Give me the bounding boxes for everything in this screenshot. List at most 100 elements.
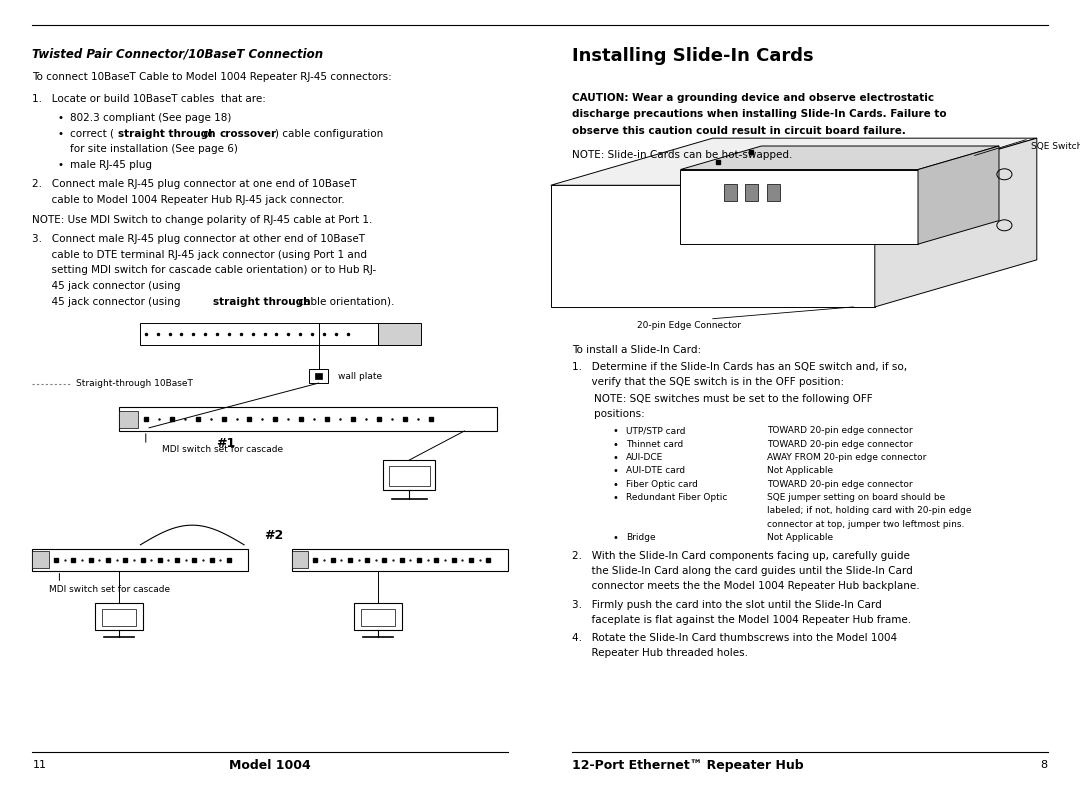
Text: straight through: straight through: [213, 297, 311, 307]
Text: 11: 11: [32, 761, 46, 770]
Text: •: •: [612, 493, 618, 503]
Text: •: •: [612, 466, 618, 476]
Text: positions:: positions:: [594, 409, 645, 419]
Polygon shape: [680, 146, 999, 170]
Text: Installing Slide-In Cards: Installing Slide-In Cards: [572, 47, 814, 65]
Text: faceplate is flat against the Model 1004 Repeater Hub frame.: faceplate is flat against the Model 1004…: [572, 615, 912, 625]
Text: TOWARD 20-pin edge connector: TOWARD 20-pin edge connector: [767, 426, 913, 435]
Text: 802.3 compliant (See page 18): 802.3 compliant (See page 18): [70, 113, 231, 123]
Text: verify that the SQE switch is in the OFF position:: verify that the SQE switch is in the OFF…: [572, 377, 845, 387]
Text: 8: 8: [1040, 761, 1048, 770]
Text: Bridge: Bridge: [626, 533, 656, 542]
Text: •: •: [612, 426, 618, 436]
Text: 20-pin Edge Connector: 20-pin Edge Connector: [637, 321, 741, 330]
Text: AWAY FROM 20-pin edge connector: AWAY FROM 20-pin edge connector: [767, 453, 927, 462]
FancyBboxPatch shape: [383, 460, 435, 490]
FancyBboxPatch shape: [140, 323, 378, 345]
Text: Thinnet card: Thinnet card: [626, 440, 684, 448]
Text: 1.   Locate or build 10BaseT cables  that are:: 1. Locate or build 10BaseT cables that a…: [32, 94, 267, 104]
Polygon shape: [875, 138, 1037, 307]
Text: TOWARD 20-pin edge connector: TOWARD 20-pin edge connector: [767, 480, 913, 488]
FancyBboxPatch shape: [119, 411, 138, 428]
Text: CAUTION: Wear a grounding device and observe electrostatic: CAUTION: Wear a grounding device and obs…: [572, 93, 934, 103]
Text: •: •: [57, 113, 64, 123]
Text: crossover: crossover: [219, 129, 276, 139]
Text: connector at top, jumper two leftmost pins.: connector at top, jumper two leftmost pi…: [767, 520, 964, 528]
Text: MDI switch set for cascade: MDI switch set for cascade: [162, 445, 283, 454]
Text: NOTE: Slide-in Cards can be hot-swapped.: NOTE: Slide-in Cards can be hot-swapped.: [572, 150, 793, 160]
Text: •: •: [612, 453, 618, 463]
Text: setting MDI switch for cascade cable orientation) or to Hub RJ-: setting MDI switch for cascade cable ori…: [32, 265, 377, 276]
Text: the Slide-In Card along the card guides until the Slide-In Card: the Slide-In Card along the card guides …: [572, 566, 914, 576]
Text: Straight-through 10BaseT: Straight-through 10BaseT: [76, 379, 192, 389]
Text: Not Applicable: Not Applicable: [767, 533, 833, 542]
FancyBboxPatch shape: [724, 184, 737, 201]
Text: discharge precautions when installing Slide-In Cards. Failure to: discharge precautions when installing Sl…: [572, 109, 947, 119]
Text: 2.   Connect male RJ-45 plug connector at one end of 10BaseT: 2. Connect male RJ-45 plug connector at …: [32, 179, 356, 189]
FancyBboxPatch shape: [309, 369, 328, 383]
Text: wall plate: wall plate: [338, 371, 382, 381]
Text: cable orientation).: cable orientation).: [295, 297, 394, 307]
Text: •: •: [612, 480, 618, 490]
Text: To install a Slide-In Card:: To install a Slide-In Card:: [572, 345, 702, 355]
Text: UTP/STP card: UTP/STP card: [626, 426, 686, 435]
Text: for site installation (See page 6): for site installation (See page 6): [70, 144, 238, 155]
Text: 4.   Rotate the Slide-In Card thumbscrews into the Model 1004: 4. Rotate the Slide-In Card thumbscrews …: [572, 633, 897, 644]
Text: labeled; if not, holding card with 20-pin edge: labeled; if not, holding card with 20-pi…: [767, 506, 971, 515]
Text: To connect 10BaseT Cable to Model 1004 Repeater RJ-45 connectors:: To connect 10BaseT Cable to Model 1004 R…: [32, 72, 392, 82]
Text: ) cable configuration: ) cable configuration: [275, 129, 383, 139]
Text: SQE Switch: SQE Switch: [1031, 142, 1080, 151]
Text: 3.   Firmly push the card into the slot until the Slide-In Card: 3. Firmly push the card into the slot un…: [572, 600, 882, 610]
Text: 1.   Determine if the Slide-In Cards has an SQE switch and, if so,: 1. Determine if the Slide-In Cards has a…: [572, 362, 907, 372]
FancyBboxPatch shape: [745, 184, 758, 201]
Text: Repeater Hub threaded holes.: Repeater Hub threaded holes.: [572, 648, 748, 659]
FancyBboxPatch shape: [354, 603, 402, 630]
FancyBboxPatch shape: [32, 551, 49, 568]
Text: Fiber Optic card: Fiber Optic card: [626, 480, 699, 488]
FancyBboxPatch shape: [102, 609, 136, 626]
Text: 3.   Connect male RJ-45 plug connector at other end of 10BaseT: 3. Connect male RJ-45 plug connector at …: [32, 234, 365, 244]
Text: or: or: [200, 129, 217, 139]
Text: correct (: correct (: [70, 129, 114, 139]
Text: •: •: [612, 533, 618, 543]
Text: 12-Port Ethernet™ Repeater Hub: 12-Port Ethernet™ Repeater Hub: [572, 759, 804, 772]
FancyBboxPatch shape: [361, 609, 395, 626]
Text: SQE jumper setting on board should be: SQE jumper setting on board should be: [767, 493, 945, 502]
Text: AUI-DTE card: AUI-DTE card: [626, 466, 686, 475]
Polygon shape: [680, 170, 918, 244]
Text: straight through: straight through: [118, 129, 215, 139]
FancyBboxPatch shape: [292, 551, 308, 568]
FancyBboxPatch shape: [95, 603, 143, 630]
Text: NOTE: SQE switches must be set to the following OFF: NOTE: SQE switches must be set to the fo…: [594, 394, 873, 404]
FancyBboxPatch shape: [32, 549, 248, 571]
FancyBboxPatch shape: [292, 549, 508, 571]
Text: cable to DTE terminal RJ-45 jack connector (using Port 1 and: cable to DTE terminal RJ-45 jack connect…: [32, 250, 367, 260]
FancyBboxPatch shape: [389, 466, 430, 486]
Text: Twisted Pair Connector/10BaseT Connection: Twisted Pair Connector/10BaseT Connectio…: [32, 47, 324, 60]
Text: 45 jack connector (using: 45 jack connector (using: [32, 297, 185, 307]
Text: Redundant Fiber Optic: Redundant Fiber Optic: [626, 493, 728, 502]
Text: AUI-DCE: AUI-DCE: [626, 453, 663, 462]
Text: observe this caution could result in circuit board failure.: observe this caution could result in cir…: [572, 126, 906, 136]
Text: connector meets the the Model 1004 Repeater Hub backplane.: connector meets the the Model 1004 Repea…: [572, 581, 920, 591]
Text: Model 1004: Model 1004: [229, 759, 311, 772]
Text: MDI switch set for cascade: MDI switch set for cascade: [49, 585, 170, 593]
Polygon shape: [918, 146, 999, 244]
Text: TOWARD 20-pin edge connector: TOWARD 20-pin edge connector: [767, 440, 913, 448]
Text: #2: #2: [265, 529, 284, 542]
Polygon shape: [551, 185, 875, 307]
Text: Not Applicable: Not Applicable: [767, 466, 833, 475]
Text: male RJ-45 plug: male RJ-45 plug: [70, 160, 152, 170]
FancyBboxPatch shape: [315, 374, 322, 379]
FancyBboxPatch shape: [378, 323, 421, 345]
Text: NOTE: Use MDI Switch to change polarity of RJ-45 cable at Port 1.: NOTE: Use MDI Switch to change polarity …: [32, 215, 373, 225]
Text: #1: #1: [216, 437, 235, 451]
Text: •: •: [57, 160, 64, 170]
Text: cable to Model 1004 Repeater Hub RJ-45 jack connector.: cable to Model 1004 Repeater Hub RJ-45 j…: [32, 195, 345, 205]
Text: 2.   With the Slide-In Card components facing up, carefully guide: 2. With the Slide-In Card components fac…: [572, 551, 910, 561]
Text: •: •: [57, 129, 64, 139]
Polygon shape: [551, 138, 1037, 185]
Text: •: •: [612, 440, 618, 450]
FancyBboxPatch shape: [767, 184, 780, 201]
Text: 45 jack connector (using: 45 jack connector (using: [32, 281, 185, 291]
